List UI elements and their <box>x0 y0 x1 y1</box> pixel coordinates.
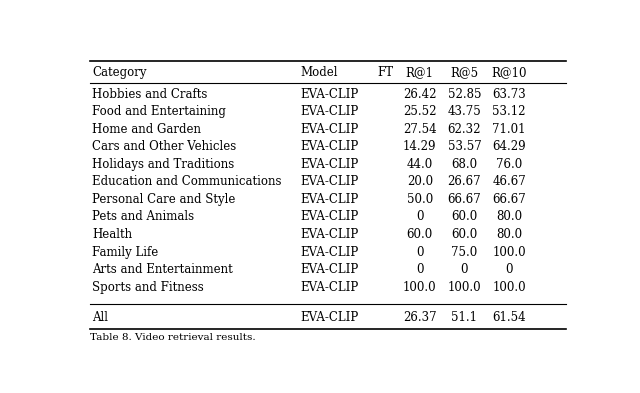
Text: 52.85: 52.85 <box>447 88 481 101</box>
Text: 80.0: 80.0 <box>496 228 522 241</box>
Text: 53.57: 53.57 <box>447 140 481 153</box>
Text: Category: Category <box>92 66 147 79</box>
Text: 60.0: 60.0 <box>451 228 477 241</box>
Text: 62.32: 62.32 <box>447 123 481 136</box>
Text: EVA-CLIP: EVA-CLIP <box>301 158 359 171</box>
Text: 0: 0 <box>416 246 424 259</box>
Text: 60.0: 60.0 <box>451 210 477 224</box>
Text: EVA-CLIP: EVA-CLIP <box>301 228 359 241</box>
Text: 68.0: 68.0 <box>451 158 477 171</box>
Text: FT: FT <box>377 66 393 79</box>
Text: 66.67: 66.67 <box>447 193 481 206</box>
Text: Sports and Fitness: Sports and Fitness <box>92 281 204 294</box>
Text: Personal Care and Style: Personal Care and Style <box>92 193 236 206</box>
Text: 25.52: 25.52 <box>403 105 436 118</box>
Text: Cars and Other Vehicles: Cars and Other Vehicles <box>92 140 237 153</box>
Text: EVA-CLIP: EVA-CLIP <box>301 246 359 259</box>
Text: 46.67: 46.67 <box>492 175 526 188</box>
Text: EVA-CLIP: EVA-CLIP <box>301 123 359 136</box>
Text: 75.0: 75.0 <box>451 246 477 259</box>
Text: 43.75: 43.75 <box>447 105 481 118</box>
Text: 63.73: 63.73 <box>492 88 526 101</box>
Text: R@1: R@1 <box>406 66 434 79</box>
Text: EVA-CLIP: EVA-CLIP <box>301 210 359 224</box>
Text: Health: Health <box>92 228 132 241</box>
Text: 60.0: 60.0 <box>406 228 433 241</box>
Text: R@5: R@5 <box>451 66 479 79</box>
Text: Model: Model <box>301 66 338 79</box>
Text: EVA-CLIP: EVA-CLIP <box>301 263 359 276</box>
Text: Table 8. Video retrieval results.: Table 8. Video retrieval results. <box>90 332 255 342</box>
Text: R@10: R@10 <box>492 66 527 79</box>
Text: 76.0: 76.0 <box>496 158 522 171</box>
Text: All: All <box>92 310 108 323</box>
Text: 27.54: 27.54 <box>403 123 436 136</box>
Text: 100.0: 100.0 <box>447 281 481 294</box>
Text: Pets and Animals: Pets and Animals <box>92 210 195 224</box>
Text: 26.37: 26.37 <box>403 310 436 323</box>
Text: 0: 0 <box>416 210 424 224</box>
Text: EVA-CLIP: EVA-CLIP <box>301 193 359 206</box>
Text: Hobbies and Crafts: Hobbies and Crafts <box>92 88 208 101</box>
Text: 61.54: 61.54 <box>492 310 526 323</box>
Text: 64.29: 64.29 <box>492 140 526 153</box>
Text: EVA-CLIP: EVA-CLIP <box>301 310 359 323</box>
Text: 20.0: 20.0 <box>406 175 433 188</box>
Text: 100.0: 100.0 <box>492 281 526 294</box>
Text: Home and Garden: Home and Garden <box>92 123 202 136</box>
Text: 0: 0 <box>506 263 513 276</box>
Text: 44.0: 44.0 <box>406 158 433 171</box>
Text: EVA-CLIP: EVA-CLIP <box>301 88 359 101</box>
Text: 100.0: 100.0 <box>492 246 526 259</box>
Text: 66.67: 66.67 <box>492 193 526 206</box>
Text: 51.1: 51.1 <box>451 310 477 323</box>
Text: 0: 0 <box>461 263 468 276</box>
Text: 53.12: 53.12 <box>492 105 526 118</box>
Text: 100.0: 100.0 <box>403 281 436 294</box>
Text: 71.01: 71.01 <box>492 123 526 136</box>
Text: 26.42: 26.42 <box>403 88 436 101</box>
Text: EVA-CLIP: EVA-CLIP <box>301 140 359 153</box>
Text: EVA-CLIP: EVA-CLIP <box>301 175 359 188</box>
Text: EVA-CLIP: EVA-CLIP <box>301 105 359 118</box>
Text: 80.0: 80.0 <box>496 210 522 224</box>
Text: EVA-CLIP: EVA-CLIP <box>301 281 359 294</box>
Text: Food and Entertaining: Food and Entertaining <box>92 105 227 118</box>
Text: Holidays and Traditions: Holidays and Traditions <box>92 158 235 171</box>
Text: Arts and Entertainment: Arts and Entertainment <box>92 263 233 276</box>
Text: Family Life: Family Life <box>92 246 159 259</box>
Text: 50.0: 50.0 <box>406 193 433 206</box>
Text: 0: 0 <box>416 263 424 276</box>
Text: Education and Communications: Education and Communications <box>92 175 282 188</box>
Text: 26.67: 26.67 <box>447 175 481 188</box>
Text: 14.29: 14.29 <box>403 140 436 153</box>
